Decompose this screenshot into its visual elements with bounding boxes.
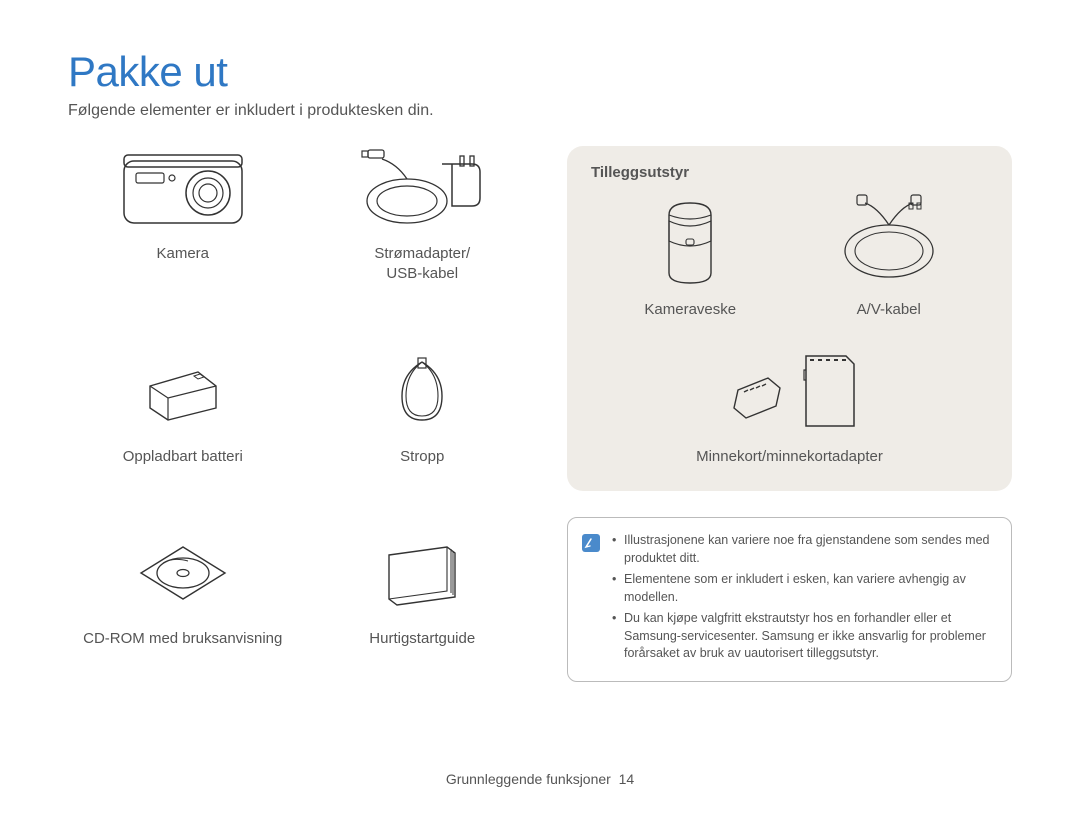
item-cdrom: CD-ROM med bruksanvisning	[68, 531, 298, 681]
note-info-icon	[582, 534, 600, 552]
accessory-memorycard: Minnekort/minnekortadapter	[591, 340, 988, 465]
accessories-box: Tilleggsutstyr Kameraveske	[567, 146, 1012, 491]
footer-page: 14	[619, 771, 635, 787]
memorycard-icon	[710, 340, 870, 440]
footer-section: Grunnleggende funksjoner	[446, 771, 611, 787]
page-footer: Grunnleggende funksjoner 14	[0, 771, 1080, 787]
adapter-icon	[352, 146, 492, 236]
item-label: CD-ROM med bruksanvisning	[83, 629, 282, 649]
item-battery: Oppladbart batteri	[68, 349, 298, 499]
accessory-case: Kameraveske	[591, 193, 790, 318]
page-subtitle: Følgende elementer er inkludert i produk…	[68, 102, 1012, 120]
guide-icon	[377, 531, 467, 621]
strap-icon	[382, 349, 462, 439]
accessory-label: A/V-kabel	[857, 301, 921, 318]
note-item: Elementene som er inkludert i esken, kan…	[612, 571, 993, 606]
accessory-label: Kameraveske	[644, 301, 736, 318]
note-item: Du kan kjøpe valgfritt ekstrautstyr hos …	[612, 610, 993, 663]
item-adapter: Strømadapter/USB-kabel	[308, 146, 538, 317]
accessories-grid: Kameraveske	[591, 193, 988, 465]
content-area: Kamera Strømadapter/USB-kabel	[68, 146, 1012, 682]
accessories-title: Tilleggsutstyr	[591, 164, 988, 181]
note-item: Illustrasjonene kan variere noe fra gjen…	[612, 532, 993, 567]
accessory-label: Minnekort/minnekortadapter	[696, 448, 883, 465]
avcable-icon	[829, 193, 949, 293]
accessory-avcable: A/V-kabel	[790, 193, 989, 318]
item-label: Kamera	[156, 244, 209, 264]
page-title: Pakke ut	[68, 48, 1012, 96]
included-items-grid: Kamera Strømadapter/USB-kabel	[68, 146, 537, 682]
item-camera: Kamera	[68, 146, 298, 317]
item-label: Strømadapter/USB-kabel	[374, 244, 470, 285]
item-label: Stropp	[400, 447, 444, 467]
cdrom-icon	[133, 531, 233, 621]
item-label: Hurtigstartguide	[369, 629, 475, 649]
note-list: Illustrasjonene kan variere noe fra gjen…	[612, 532, 993, 667]
case-icon	[655, 193, 725, 293]
item-label: Oppladbart batteri	[123, 447, 243, 467]
item-strap: Stropp	[308, 349, 538, 499]
battery-icon	[138, 349, 228, 439]
camera-icon	[118, 146, 248, 236]
item-guide: Hurtigstartguide	[308, 531, 538, 681]
right-column: Tilleggsutstyr Kameraveske	[567, 146, 1012, 682]
note-box: Illustrasjonene kan variere noe fra gjen…	[567, 517, 1012, 682]
